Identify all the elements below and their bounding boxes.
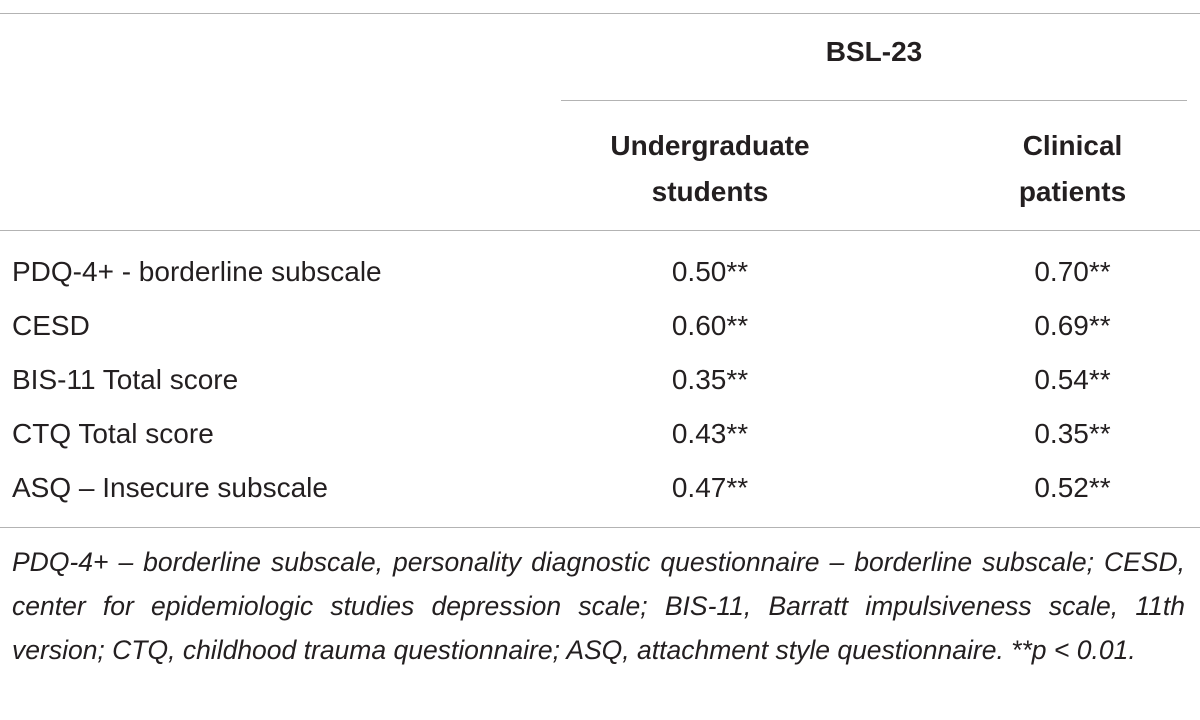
table-bottom-rule [0,527,1200,528]
clinical-value: 0.54** [1034,364,1111,395]
row-label: PDQ-4+ - borderline subscale [12,256,382,287]
header-bottom-rule [0,230,1200,231]
clinical-value: 0.35** [1034,418,1111,449]
table-footnote: PDQ-4+ – borderline subscale, personalit… [12,547,1185,665]
column-header-clinical: Clinical patients [1018,130,1127,207]
table-row: CESD 0.60** 0.69** [0,299,1200,353]
table-row: CTQ Total score 0.43** 0.35** [0,407,1200,461]
undergraduate-value: 0.35** [671,364,749,395]
row-label: CTQ Total score [12,418,214,449]
clinical-value: 0.70** [1034,256,1111,287]
table-row: ASQ – Insecure subscale 0.47** 0.52** [0,461,1200,515]
table-top-rule [0,13,1200,14]
table-body: PDQ-4+ - borderline subscale 0.50** 0.70… [0,245,1200,515]
undergraduate-value: 0.60** [671,310,749,341]
undergraduate-value: 0.50** [671,256,749,287]
undergraduate-value: 0.43** [671,418,749,449]
clinical-value: 0.69** [1034,310,1111,341]
group-header-bsl23: BSL-23 [825,36,923,67]
table-row: BIS-11 Total score 0.35** 0.54** [0,353,1200,407]
table-row: PDQ-4+ - borderline subscale 0.50** 0.70… [0,245,1200,299]
clinical-value: 0.52** [1034,472,1111,503]
row-label: ASQ – Insecure subscale [12,472,328,503]
group-header-rule [561,100,1187,101]
row-label: CESD [12,310,90,341]
undergraduate-value: 0.47** [671,472,749,503]
column-header-undergraduate: Undergraduate students [610,130,810,207]
row-label: BIS-11 Total score [12,364,239,395]
